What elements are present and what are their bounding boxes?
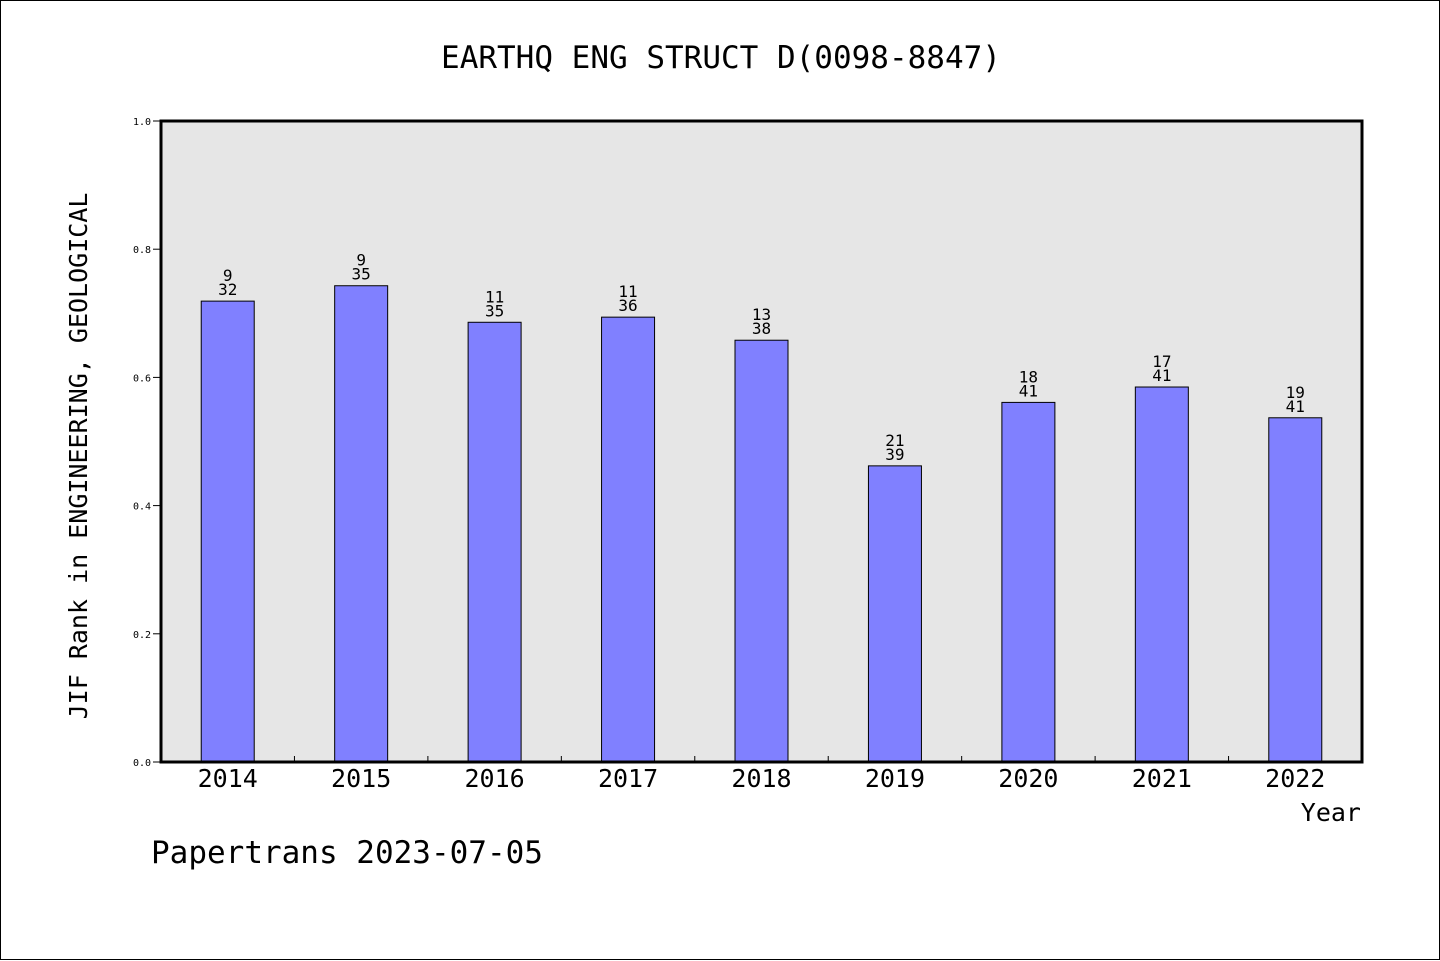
plot-border <box>159 119 1364 764</box>
y-axis: 0.0 0.2 0.4 0.6 0.8 1.0 <box>133 117 161 769</box>
bar-rank-label-2021: 17 <box>1152 352 1171 371</box>
bar-2015 <box>334 285 389 763</box>
x-axis: 2014 2015 2016 2017 2018 2019 2020 2021 2022 <box>198 756 1325 793</box>
x-tick-label-2018: 2018 <box>731 764 791 793</box>
bar-rank-label-2022: 19 <box>1286 383 1305 402</box>
x-tick-label-2021: 2021 <box>1132 764 1192 793</box>
bar-total-label-2014: 32 <box>218 280 237 299</box>
bar-2016 <box>467 321 522 763</box>
bar-rank-label-2015: 9 <box>356 251 366 270</box>
bar-2020 <box>1001 401 1056 763</box>
y-tick-label-1: 0.2 <box>133 630 151 641</box>
x-tick-label-2014: 2014 <box>198 764 258 793</box>
bar-2019 <box>867 465 922 763</box>
y-axis-title: JIF Rank in ENGINEERING, GEOLOGICAL <box>64 193 93 720</box>
bar-total-label-2021: 41 <box>1152 366 1171 385</box>
bar-total-label-2018: 38 <box>752 319 771 338</box>
bars-group <box>200 285 1323 763</box>
chart-title: EARTHQ ENG STRUCT D(0098-8847) <box>441 40 1001 76</box>
bar-total-label-2020: 41 <box>1019 381 1038 400</box>
bar-rank-label-2014: 9 <box>223 266 233 285</box>
bar-total-label-2022: 41 <box>1286 397 1305 416</box>
bar-rank-label-2017: 11 <box>618 282 637 301</box>
bar-rank-label-2016: 11 <box>485 287 504 306</box>
y-tick-label-4: 0.8 <box>133 245 151 256</box>
bar-2022 <box>1268 417 1323 763</box>
bar-total-label-2017: 36 <box>618 296 637 315</box>
bar-rank-label-2018: 13 <box>752 305 771 324</box>
bar-total-label-2019: 39 <box>885 445 904 464</box>
y-tick-label-0: 0.0 <box>133 758 151 769</box>
x-tick-label-2019: 2019 <box>865 764 925 793</box>
bar-total-label-2016: 35 <box>485 301 504 320</box>
x-tick-label-2015: 2015 <box>331 764 391 793</box>
bar-2018 <box>734 339 789 763</box>
x-tick-label-2016: 2016 <box>465 764 525 793</box>
bar-2021 <box>1134 386 1189 763</box>
bar-2017 <box>601 316 656 763</box>
x-tick-label-2022: 2022 <box>1265 764 1325 793</box>
y-tick-label-3: 0.6 <box>133 373 151 384</box>
y-tick-label-2: 0.4 <box>133 502 151 513</box>
bar-total-label-2015: 35 <box>352 265 371 284</box>
bar-rank-label-2020: 18 <box>1019 367 1038 386</box>
footer-note: Papertrans 2023-07-05 <box>151 835 543 871</box>
bar-rank-label-2019: 21 <box>885 431 904 450</box>
x-tick-label-2017: 2017 <box>598 764 658 793</box>
bar-2014 <box>200 300 255 763</box>
x-axis-title: Year <box>1301 798 1361 827</box>
y-tick-label-5: 1.0 <box>133 117 151 128</box>
x-tick-label-2020: 2020 <box>998 764 1058 793</box>
